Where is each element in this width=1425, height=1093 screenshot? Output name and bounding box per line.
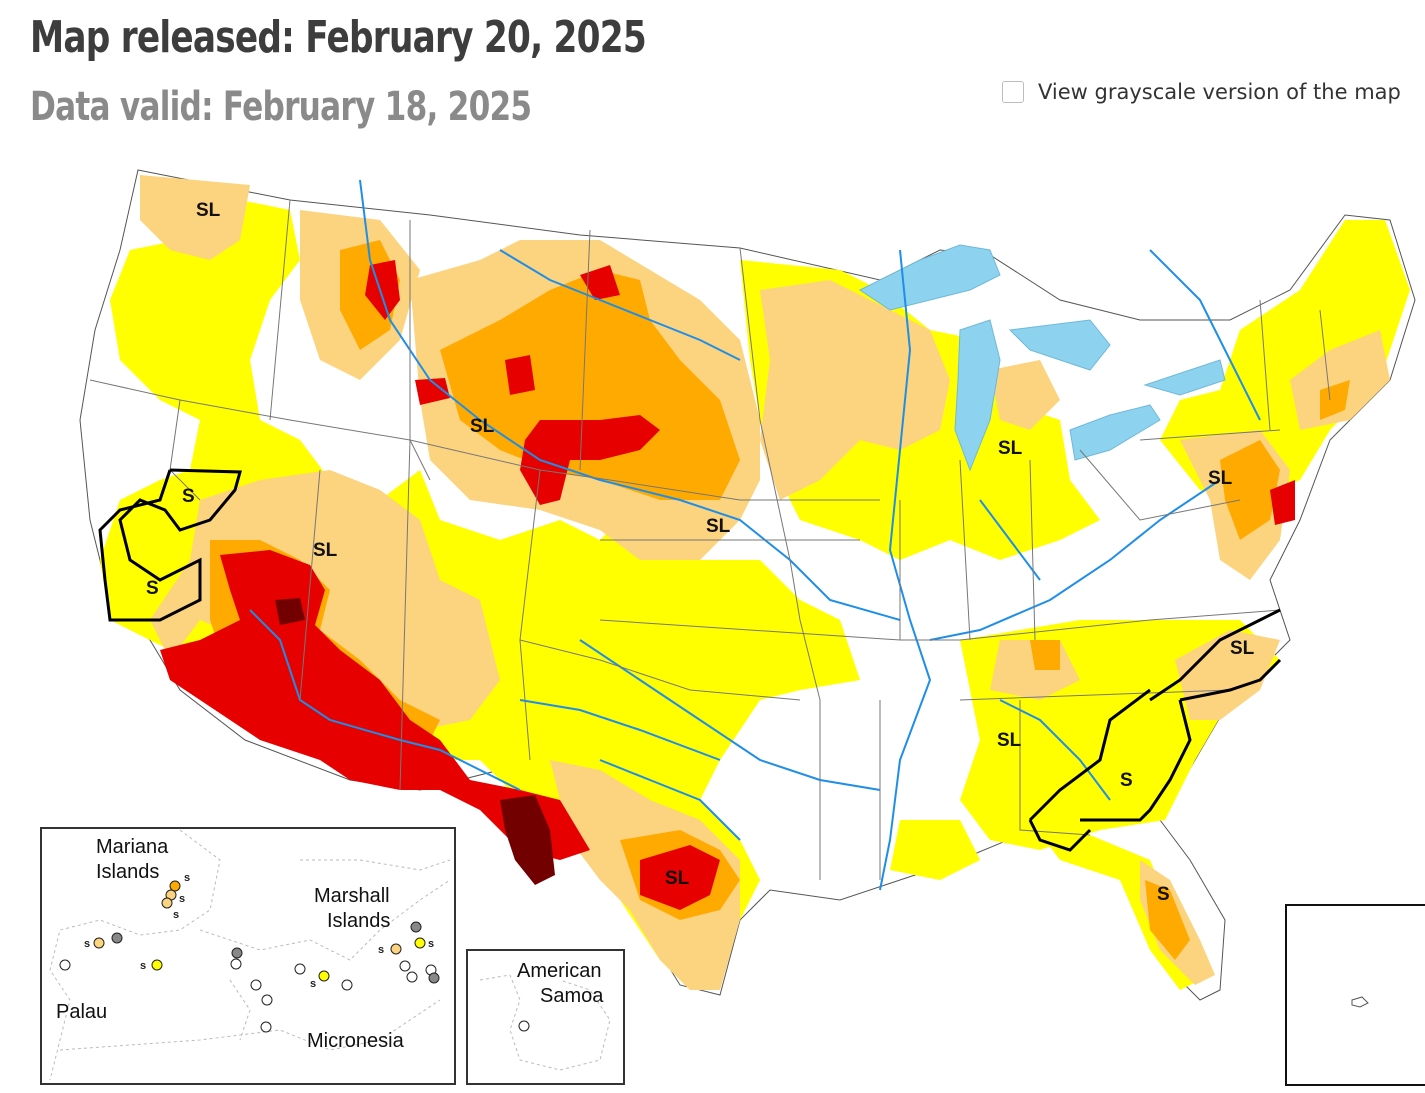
impact-s-marker: s	[173, 909, 179, 921]
station-marker	[410, 921, 422, 933]
grayscale-toggle[interactable]: View grayscale version of the map	[1002, 80, 1401, 104]
mariana-label: Mariana	[96, 836, 169, 858]
state-borders	[89, 199, 1331, 880]
impact-label: S	[1120, 770, 1133, 791]
station-marker	[161, 897, 173, 909]
impact-label: S	[1157, 884, 1170, 905]
micronesia-label: Micronesia	[307, 1030, 405, 1052]
impact-labels: SL SL SL SL SL SL SL SL SL S S S S	[146, 200, 1255, 905]
impact-label: S	[182, 486, 195, 507]
station-marker	[294, 963, 306, 975]
station-marker	[406, 971, 418, 983]
station-marker	[111, 932, 123, 944]
impact-label: SL	[1230, 638, 1255, 659]
drought-map: SL SL SL SL SL SL SL SL SL S S S S Maria…	[40, 169, 1425, 1086]
samoa-inset: American Samoa	[466, 949, 625, 1085]
samoa-label: American	[517, 960, 601, 982]
samoa-label-2: Samoa	[540, 985, 604, 1007]
station-marker	[231, 947, 243, 959]
impact-s-marker: s	[140, 960, 146, 972]
palau-label: Palau	[56, 1001, 107, 1023]
station-marker	[260, 1021, 272, 1033]
station-marker	[230, 958, 242, 970]
data-valid-date: Data valid: February 18, 2025	[30, 84, 532, 130]
impact-s-marker: s	[184, 872, 190, 884]
mariana-label-2: Islands	[96, 861, 159, 883]
page-title: Map released: February 20, 2025	[30, 12, 647, 63]
impact-boundaries	[98, 468, 1282, 852]
impact-label: SL	[997, 730, 1022, 751]
station-marker	[250, 979, 262, 991]
impact-s-marker: s	[310, 978, 316, 990]
station-marker	[169, 880, 181, 892]
station-marker	[151, 959, 163, 971]
impact-s-marker: s	[428, 938, 434, 950]
impact-label: S	[146, 578, 159, 599]
marshall-label: Marshall	[314, 885, 390, 907]
impact-s-marker: s	[378, 944, 384, 956]
great-lakes	[859, 244, 1226, 472]
station-marker	[428, 972, 440, 984]
impact-label: SL	[706, 516, 731, 537]
d4-regions	[275, 598, 555, 885]
impact-label: SL	[196, 200, 221, 221]
station-marker	[261, 994, 273, 1006]
impact-s-marker: s	[179, 893, 185, 905]
impact-label: SL	[470, 416, 495, 437]
station-marker	[59, 959, 71, 971]
grayscale-checkbox[interactable]	[1002, 81, 1024, 103]
station-marker	[318, 970, 330, 982]
impact-s-marker: s	[84, 938, 90, 950]
grayscale-toggle-label: View grayscale version of the map	[1038, 80, 1401, 104]
station-marker	[518, 1020, 530, 1032]
right-inset	[1285, 904, 1425, 1086]
impact-label: SL	[313, 540, 338, 561]
impact-label: SL	[665, 868, 690, 889]
marshall-label-2: Islands	[327, 910, 390, 932]
rivers	[249, 179, 1261, 891]
station-marker	[390, 943, 402, 955]
station-marker	[93, 937, 105, 949]
station-marker	[341, 979, 353, 991]
station-marker	[399, 960, 411, 972]
impact-label: SL	[998, 438, 1023, 459]
pacific-inset: Mariana Islands Marshall Islands Palau M…	[40, 827, 456, 1085]
impact-label: SL	[1208, 468, 1233, 489]
station-marker	[414, 937, 426, 949]
